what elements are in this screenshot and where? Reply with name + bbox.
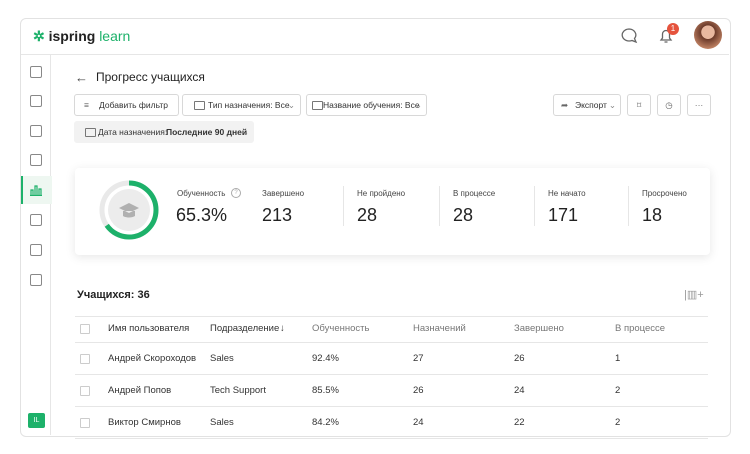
table-cell: Sales: [210, 353, 234, 364]
progress-arc: [99, 180, 159, 240]
help-icon[interactable]: ?: [231, 188, 241, 198]
nav-icon[interactable]: [30, 66, 42, 78]
stat-label: Завершено: [262, 189, 305, 198]
columns-button[interactable]: |▥+: [684, 289, 704, 301]
back-arrow[interactable]: ←: [75, 70, 88, 85]
user-badge[interactable]: IL: [28, 413, 45, 428]
nav-icon[interactable]: [30, 95, 42, 107]
type-filter[interactable]: Тип назначения: Все ⌄: [182, 94, 301, 116]
nav-icon[interactable]: [30, 214, 42, 226]
table-cell: 24: [413, 417, 424, 428]
stat-value: 28: [357, 205, 378, 225]
chat-icon[interactable]: [619, 26, 639, 46]
table-cell: 84.2%: [312, 417, 339, 428]
row-checkbox[interactable]: [80, 418, 90, 428]
table-cell: 2: [615, 385, 621, 396]
stat-divider: [439, 186, 440, 226]
filter-label: Дата назначения:: [98, 127, 168, 137]
table-cell: 2: [615, 417, 621, 428]
table-cell: 26: [413, 385, 424, 396]
table-line: [75, 438, 708, 439]
history-button[interactable]: ◷: [657, 94, 681, 116]
nav-icon[interactable]: [30, 154, 42, 166]
filter-label: Название обучения: Все: [323, 100, 420, 110]
table-cell: Андрей Скороходов: [108, 353, 197, 364]
nav-icon[interactable]: [30, 125, 42, 137]
stat-label: Не пройдено: [357, 189, 406, 198]
select-all-checkbox[interactable]: [80, 324, 90, 334]
reports-icon[interactable]: [29, 184, 43, 196]
stat-value: 213: [262, 205, 293, 225]
sidebar-active: [21, 176, 52, 204]
row-checkbox[interactable]: [80, 386, 90, 396]
table-cell: Tech Support: [210, 385, 266, 396]
stat-label: Просрочено: [642, 189, 687, 198]
stat-label: Не начато: [548, 189, 586, 198]
table-line: [75, 342, 708, 343]
stat-label: Обученность: [177, 189, 226, 198]
nav-icon[interactable]: [30, 274, 42, 286]
bookmark-button[interactable]: ⌑: [627, 94, 651, 116]
export-button[interactable]: ➦ Экспорт ⌄: [553, 94, 621, 116]
stat-value: 28: [453, 205, 474, 225]
stat-value: 171: [548, 205, 579, 225]
table-line: [75, 406, 708, 407]
course-filter[interactable]: Название обучения: Все ⌄: [306, 94, 427, 116]
app-frame: [20, 18, 731, 437]
table-cell: 22: [514, 417, 525, 428]
table-cell: 85.5%: [312, 385, 339, 396]
stat-divider: [628, 186, 629, 226]
filter-value: Последние 90 дней: [166, 127, 248, 137]
sidebar-divider: [50, 55, 51, 435]
button-label: Экспорт: [575, 100, 607, 110]
table-cell: 92.4%: [312, 353, 339, 364]
stats-card: [75, 168, 710, 255]
progress-ring: [99, 180, 159, 240]
date-filter[interactable]: Дата назначения: Последние 90 дней ⌄: [74, 121, 254, 143]
stat-divider: [343, 186, 344, 226]
logo[interactable]: ✲ ispring learn: [33, 28, 131, 44]
filter-label: Тип назначения: Все: [208, 100, 290, 110]
logo-product: learn: [99, 28, 131, 44]
button-label: Добавить фильтр: [99, 100, 169, 110]
column-header[interactable]: Завершено: [514, 323, 564, 334]
cap-icon: [119, 203, 139, 218]
column-header[interactable]: Имя пользователя: [108, 323, 190, 334]
row-checkbox[interactable]: [80, 354, 90, 364]
stat-value: 65.3%: [176, 205, 228, 225]
add-filter-button[interactable]: ≡ Добавить фильтр: [74, 94, 179, 116]
nav-icon[interactable]: [30, 244, 42, 256]
stat-divider: [534, 186, 535, 226]
column-header[interactable]: Подразделение: [210, 323, 280, 334]
table-cell: Андрей Попов: [108, 385, 172, 396]
sort-arrow: ↓: [280, 323, 285, 334]
column-header[interactable]: Назначений: [413, 323, 466, 334]
stat-value: 18: [642, 205, 663, 225]
notification-badge[interactable]: 1: [667, 23, 679, 35]
table-cell: 27: [413, 353, 424, 364]
logo-name: ispring: [48, 28, 96, 44]
table-cell: Sales: [210, 417, 234, 428]
learner-count: Учащихся: 36: [77, 289, 150, 301]
more-button[interactable]: ···: [687, 94, 711, 116]
table-cell: 1: [615, 353, 621, 364]
table-cell: 26: [514, 353, 525, 364]
column-header[interactable]: В процессе: [615, 323, 666, 334]
table-cell: 24: [514, 385, 525, 396]
avatar[interactable]: [694, 21, 722, 49]
stat-label: В процессе: [453, 189, 496, 198]
header-divider: [21, 54, 729, 55]
column-header[interactable]: Обученность: [312, 323, 370, 334]
table-line: [75, 374, 708, 375]
bell-icon[interactable]: [656, 26, 676, 46]
table-line: [75, 316, 708, 317]
table-cell: Виктор Смирнов: [108, 417, 181, 428]
page-title: Прогресс учащихся: [96, 70, 205, 84]
